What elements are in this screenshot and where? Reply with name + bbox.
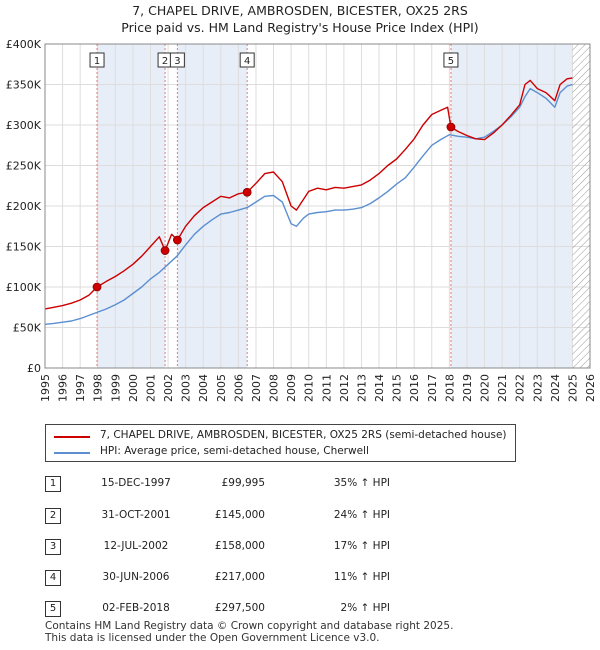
- sale-hpi-diff: 2% ↑ HPI: [340, 602, 390, 614]
- sale-row: 2 31-OCT-2001 £145,000 24% ↑ HPI: [45, 506, 565, 526]
- sale-label-box: [239, 52, 255, 68]
- x-tick-label: 2012: [338, 374, 351, 402]
- sale-label-box: [443, 52, 459, 68]
- sale-point: [92, 282, 102, 292]
- x-tick-label: 2006: [232, 374, 245, 402]
- y-tick-label: £0: [27, 362, 41, 375]
- sale-number-badge: 3: [45, 539, 61, 555]
- x-tick-label: 2005: [215, 374, 228, 402]
- legend-swatch-property: [54, 436, 90, 438]
- x-tick-label: 2003: [180, 374, 193, 402]
- plot-frame: [44, 43, 591, 369]
- sale-price: £158,000: [214, 540, 265, 552]
- x-tick-label: 2019: [461, 374, 474, 402]
- x-tick-label: 2007: [250, 374, 263, 402]
- y-tick-label: £250K: [6, 160, 42, 173]
- footer-attribution: Contains HM Land Registry data © Crown c…: [45, 620, 453, 644]
- legend-swatch-hpi: [54, 452, 90, 454]
- x-tick-label: 2013: [355, 374, 368, 402]
- sale-point: [446, 122, 456, 132]
- x-tick-label: 2001: [144, 374, 157, 402]
- y-tick-label: £400K: [6, 38, 42, 51]
- x-tick-label: 2016: [408, 374, 421, 402]
- sale-date: 31-OCT-2001: [101, 509, 171, 521]
- sale-label-number: 4: [244, 56, 250, 67]
- sale-hpi-diff: 35% ↑ HPI: [333, 477, 390, 489]
- x-tick-label: 2008: [268, 374, 281, 402]
- x-tick-label: 1997: [74, 374, 87, 402]
- sale-date: 12-JUL-2002: [103, 540, 169, 552]
- sale-hpi-diff: 17% ↑ HPI: [333, 540, 390, 552]
- sale-label-box: [89, 52, 105, 68]
- sale-row: 4 30-JUN-2006 £217,000 11% ↑ HPI: [45, 568, 565, 588]
- sale-point: [160, 246, 170, 255]
- forecast-hatch: [572, 44, 590, 368]
- x-tick-label: 2024: [549, 374, 562, 402]
- x-tick-label: 2018: [443, 374, 456, 402]
- sale-price: £297,500: [214, 602, 265, 614]
- sale-row: 3 12-JUL-2002 £158,000 17% ↑ HPI: [45, 537, 565, 557]
- y-tick-label: £100K: [6, 281, 42, 294]
- sale-label-number: 3: [174, 56, 180, 67]
- legend-label-hpi: HPI: Average price, semi-detached house,…: [100, 445, 369, 457]
- sale-number-badge: 5: [45, 601, 61, 617]
- x-tick-label: 2014: [373, 374, 386, 402]
- x-tick-label: 2017: [426, 374, 439, 402]
- x-tick-label: 2009: [285, 374, 298, 402]
- legend-label-property: 7, CHAPEL DRIVE, AMBROSDEN, BICESTER, OX…: [100, 429, 507, 441]
- x-tick-label: 1995: [39, 374, 52, 402]
- x-tick-label: 2000: [127, 374, 140, 402]
- x-tick-label: 2026: [584, 374, 597, 402]
- sale-number-badge: 1: [45, 476, 61, 492]
- sale-number-badge: 4: [45, 570, 61, 586]
- sale-hpi-diff: 11% ↑ HPI: [333, 571, 390, 583]
- sale-label-number: 5: [448, 56, 454, 67]
- x-tick-label: 2020: [479, 374, 492, 402]
- sale-row: 5 02-FEB-2018 £297,500 2% ↑ HPI: [45, 599, 565, 619]
- sale-number-badge: 2: [45, 508, 61, 524]
- y-tick-label: £300K: [6, 119, 42, 132]
- sale-hpi-diff: 24% ↑ HPI: [333, 509, 390, 521]
- sale-label-number: 2: [162, 56, 168, 67]
- x-tick-label: 2022: [514, 374, 527, 402]
- x-tick-label: 1999: [109, 374, 122, 402]
- sale-price: £145,000: [214, 509, 265, 521]
- footer-line-2: This data is licensed under the Open Gov…: [45, 632, 380, 644]
- x-tick-label: 2015: [391, 374, 404, 402]
- y-tick-label: £150K: [6, 241, 42, 254]
- chart-title-line2: Price paid vs. HM Land Registry's House …: [121, 20, 479, 35]
- x-tick-label: 2025: [566, 374, 579, 402]
- sale-date: 15-DEC-1997: [101, 477, 171, 489]
- sale-row: 1 15-DEC-1997 £99,995 35% ↑ HPI: [45, 474, 565, 494]
- sale-date: 02-FEB-2018: [102, 602, 170, 614]
- x-tick-label: 2011: [320, 374, 333, 402]
- x-tick-label: 1996: [57, 374, 70, 402]
- sale-price: £99,995: [221, 477, 265, 489]
- x-tick-label: 2021: [496, 374, 509, 402]
- chart-title-line1: 7, CHAPEL DRIVE, AMBROSDEN, BICESTER, OX…: [132, 3, 468, 18]
- sale-point: [172, 235, 182, 245]
- y-tick-label: £350K: [6, 79, 42, 92]
- x-tick-label: 2002: [162, 374, 175, 402]
- x-tick-label: 2004: [197, 374, 210, 402]
- x-tick-label: 1998: [92, 374, 105, 402]
- x-tick-label: 2010: [303, 374, 316, 402]
- footer-line-1: Contains HM Land Registry data © Crown c…: [45, 620, 454, 632]
- sale-label-box: [169, 52, 185, 68]
- x-tick-label: 2023: [531, 374, 544, 402]
- property-price-line: [44, 77, 573, 310]
- sale-point: [242, 187, 252, 197]
- legend: 7, CHAPEL DRIVE, AMBROSDEN, BICESTER, OX…: [45, 424, 516, 462]
- y-tick-label: £50K: [13, 322, 42, 335]
- sale-label-number: 1: [94, 56, 100, 67]
- sale-price: £217,000: [214, 571, 265, 583]
- y-tick-label: £200K: [6, 200, 42, 213]
- sale-date: 30-JUN-2006: [102, 571, 170, 583]
